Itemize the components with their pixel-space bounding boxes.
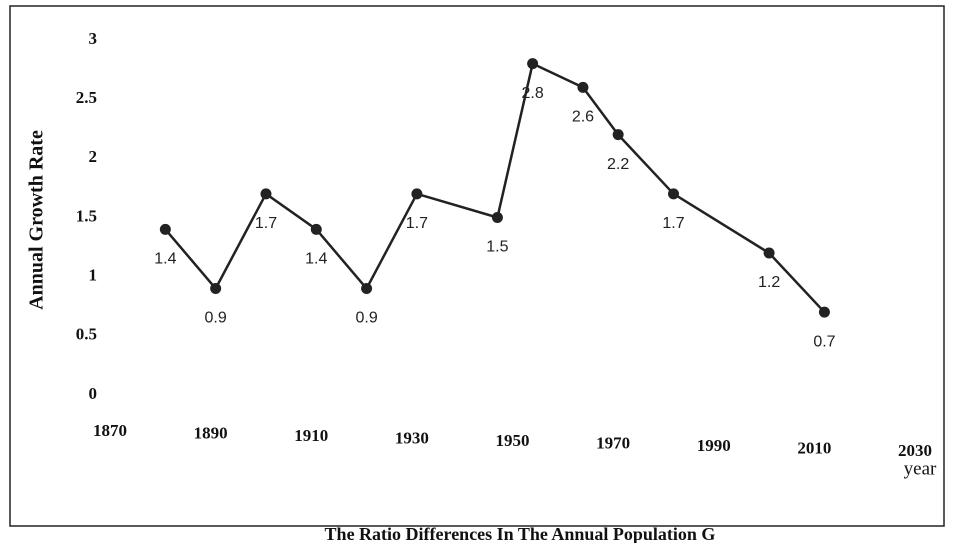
data-label: 2.8 [522, 85, 544, 102]
y-tick-label: 0 [89, 384, 98, 403]
chart-title: The Ratio Differences In The Annual Popu… [325, 524, 716, 543]
data-label: 1.2 [758, 274, 780, 291]
x-tick-label: 1890 [194, 423, 228, 442]
data-point [491, 212, 503, 223]
y-tick-label: 1 [89, 266, 98, 285]
y-tick-label: 0.5 [76, 325, 97, 344]
data-point [159, 223, 171, 235]
x-tick-label: 1930 [395, 428, 429, 447]
data-point [527, 58, 539, 70]
data-label: 1.7 [406, 215, 428, 232]
x-tick-label: 2010 [797, 438, 831, 457]
data-point [361, 283, 373, 294]
data-point [310, 223, 322, 235]
x-tick-label: 1990 [697, 436, 731, 455]
y-tick-label: 3 [89, 29, 98, 48]
x-tick-label: 1970 [596, 433, 630, 452]
data-point [668, 188, 679, 200]
data-point [612, 129, 624, 141]
data-label: 0.9 [205, 310, 227, 327]
y-tick-label: 2.5 [76, 88, 97, 107]
x-tick-label: 1910 [294, 426, 328, 445]
data-label: 1.5 [486, 239, 508, 256]
x-tick-label: 1870 [93, 421, 127, 440]
data-label: 2.6 [572, 109, 594, 126]
data-line [164, 61, 826, 314]
x-tick-label: 2030 [898, 441, 932, 460]
x-tick-label: 1950 [496, 431, 530, 450]
x-axis-label: year [904, 458, 937, 479]
data-label: 1.4 [154, 251, 176, 268]
data-point [763, 247, 775, 259]
data-point [577, 81, 589, 93]
data-point [818, 306, 830, 318]
data-label: 0.7 [813, 333, 835, 350]
data-label: 0.9 [355, 310, 377, 327]
data-point [210, 283, 222, 294]
y-axis-label: Annual Growth Rate [26, 130, 48, 310]
data-label: 2.2 [607, 156, 629, 173]
data-point [260, 188, 272, 200]
data-point [411, 188, 423, 200]
data-label: 1.7 [662, 215, 684, 232]
y-tick-label: 2 [89, 147, 98, 166]
chart-frame [9, 5, 945, 527]
y-tick-label: 1.5 [76, 206, 97, 225]
data-label: 1.4 [305, 251, 327, 268]
data-label: 1.7 [255, 215, 277, 232]
